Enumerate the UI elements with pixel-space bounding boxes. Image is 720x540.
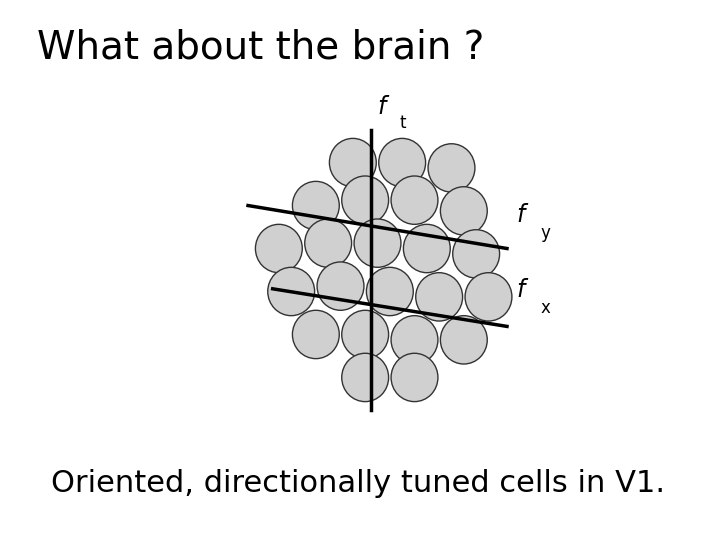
Ellipse shape xyxy=(415,273,462,321)
Ellipse shape xyxy=(330,138,377,187)
Ellipse shape xyxy=(354,219,401,267)
Ellipse shape xyxy=(268,267,315,316)
Ellipse shape xyxy=(256,224,302,273)
Text: t: t xyxy=(399,113,405,132)
Ellipse shape xyxy=(391,316,438,364)
Ellipse shape xyxy=(465,273,512,321)
Ellipse shape xyxy=(292,310,339,359)
Text: f: f xyxy=(377,95,386,119)
Ellipse shape xyxy=(342,353,389,402)
Ellipse shape xyxy=(305,219,351,267)
Ellipse shape xyxy=(292,181,339,229)
Ellipse shape xyxy=(342,176,389,224)
Text: x: x xyxy=(541,299,551,317)
Ellipse shape xyxy=(453,230,500,278)
Ellipse shape xyxy=(317,262,364,310)
Text: f: f xyxy=(516,278,525,302)
Ellipse shape xyxy=(391,176,438,224)
Ellipse shape xyxy=(441,316,487,364)
Ellipse shape xyxy=(428,144,475,192)
Text: What about the brain ?: What about the brain ? xyxy=(37,28,484,66)
Text: Oriented, directionally tuned cells in V1.: Oriented, directionally tuned cells in V… xyxy=(50,469,665,498)
Ellipse shape xyxy=(342,310,389,359)
Text: y: y xyxy=(541,224,551,242)
Text: f: f xyxy=(516,202,525,227)
Ellipse shape xyxy=(366,267,413,316)
Ellipse shape xyxy=(379,138,426,187)
Ellipse shape xyxy=(391,353,438,402)
Ellipse shape xyxy=(441,187,487,235)
Ellipse shape xyxy=(403,224,450,273)
